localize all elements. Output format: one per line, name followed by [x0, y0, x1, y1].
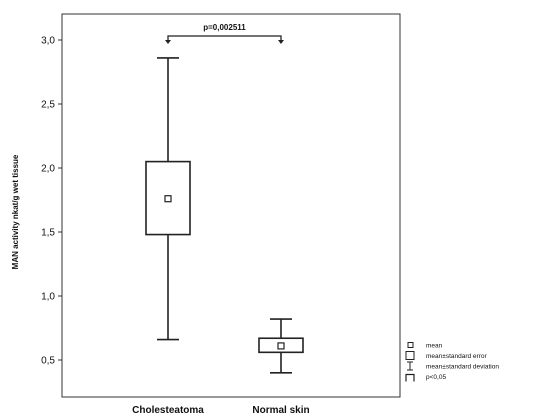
- legend-label: mean: [426, 343, 443, 350]
- plot-area: [61, 13, 401, 398]
- legend-bracket-symbol: [405, 373, 415, 382]
- y-tick-label: 0,5: [41, 356, 55, 367]
- category-labels: Cholesteatoma Normal skin: [132, 405, 309, 416]
- y-tick-label: 1,0: [41, 292, 55, 303]
- y-axis-title: MAN activity nkat/g wet tissue: [11, 154, 20, 269]
- y-tick-label: 1,5: [41, 228, 55, 239]
- y-tick-label: 2,0: [41, 164, 55, 175]
- legend: mean mean±standard error mean±standard dev…: [405, 342, 499, 382]
- mean-marker: [164, 195, 172, 203]
- legend-box-symbol: [405, 351, 415, 360]
- boxes: [145, 57, 304, 374]
- mean-marker: [277, 342, 285, 350]
- bracket-arrow-left: [165, 40, 171, 44]
- y-tick-label: 3,0: [41, 36, 55, 47]
- category-label: Cholesteatoma: [132, 405, 204, 416]
- legend-mean-symbol: [407, 342, 414, 348]
- y-ticks: 0,5 1,0 1,5 2,0 2,5 3,0: [41, 36, 62, 367]
- p-value-label: p=0,002511: [203, 23, 246, 32]
- legend-whisker-symbol: [407, 361, 413, 371]
- legend-label: mean±standard error: [426, 353, 487, 360]
- bracket-arrow-right: [278, 40, 284, 44]
- se-box: [145, 160, 191, 236]
- legend-label: mean±standard deviation: [426, 364, 499, 371]
- significance-annotation: p=0,002511: [165, 23, 284, 44]
- y-tick-label: 2,5: [41, 100, 55, 111]
- category-label: Normal skin: [252, 405, 309, 416]
- legend-label: p<0,05: [426, 374, 446, 381]
- significance-bracket: [167, 35, 282, 43]
